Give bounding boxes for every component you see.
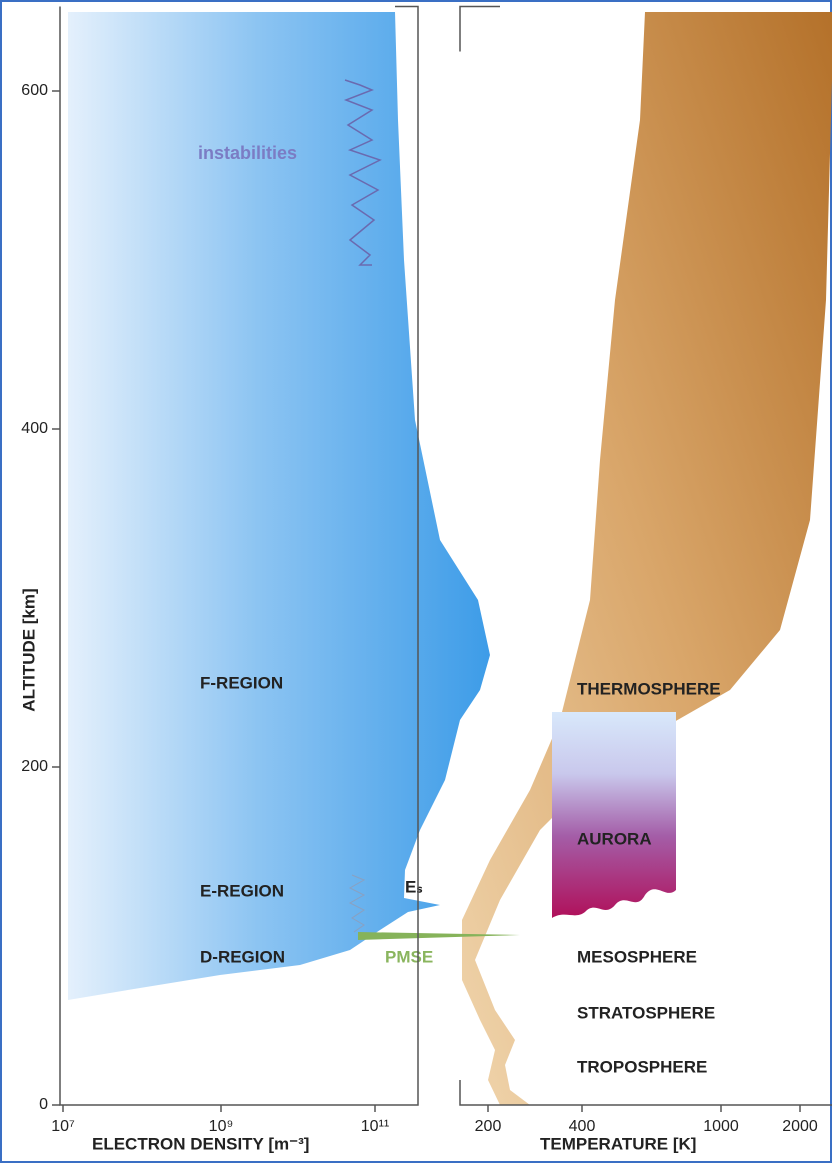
label: D-REGION (200, 947, 285, 966)
x-tick-label: 200 (475, 1118, 502, 1135)
axis-title: ALTITUDE [km] (19, 588, 38, 711)
label: F-REGION (200, 673, 283, 692)
label: AURORA (577, 829, 652, 848)
label: instabilities (198, 143, 297, 163)
axis-title: TEMPERATURE [K] (540, 1134, 696, 1153)
label: STRATOSPHERE (577, 1003, 715, 1022)
y-tick-label: 600 (21, 82, 48, 99)
axis-line (459, 5, 832, 1106)
temperature-profile (462, 12, 832, 1105)
y-tick-label: 0 (39, 1096, 48, 1113)
x-tick-label: 400 (569, 1118, 596, 1135)
axis-title: ELECTRON DENSITY [m⁻³] (92, 1134, 309, 1153)
instability-wave (343, 79, 382, 266)
label: MESOSPHERE (577, 947, 697, 966)
y-tick-label: 400 (21, 420, 48, 437)
label: TROPOSPHERE (577, 1057, 707, 1076)
label: Eₛ (405, 877, 423, 896)
pmse-layer (358, 932, 520, 940)
x-tick-label: 2000 (782, 1118, 818, 1135)
axis-line (59, 5, 419, 1106)
y-tick-label: 200 (21, 758, 48, 775)
x-tick-label: 10¹¹ (361, 1118, 389, 1135)
x-tick-label: 1000 (703, 1118, 739, 1135)
x-tick-label: 10⁷ (51, 1118, 75, 1135)
label: E-REGION (200, 881, 284, 900)
label: PMSE (385, 947, 433, 966)
aurora (552, 712, 676, 918)
label: THERMOSPHERE (577, 679, 721, 698)
electron-density (68, 12, 490, 1000)
e-wave (348, 874, 366, 933)
x-tick-label: 10⁹ (209, 1118, 234, 1135)
